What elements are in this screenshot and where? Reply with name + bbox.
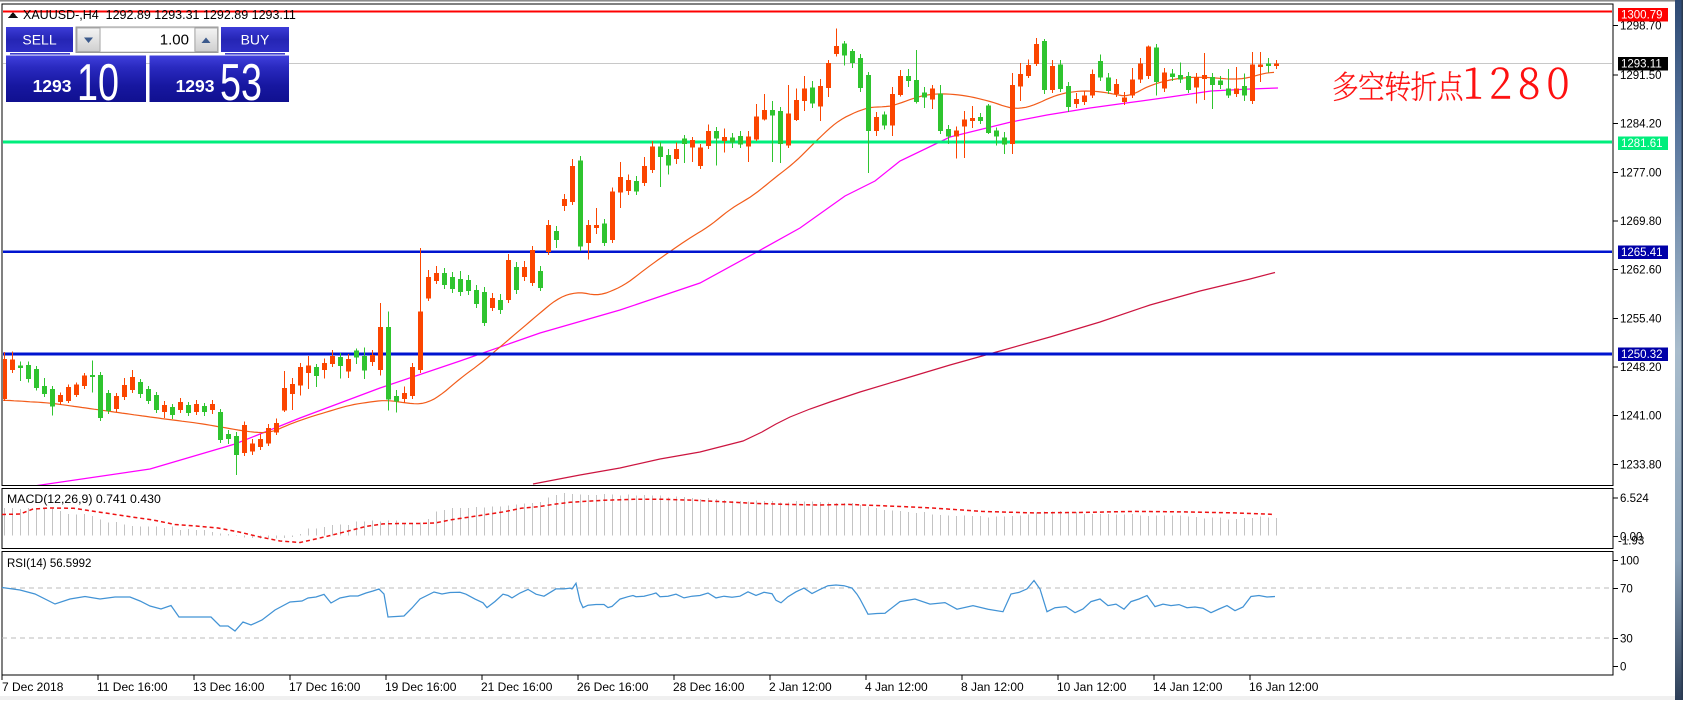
svg-text:1284.20: 1284.20 [1620, 119, 1662, 131]
svg-text:1233.80: 1233.80 [1620, 459, 1662, 471]
svg-text:30: 30 [1620, 633, 1633, 645]
svg-text:17 Dec 16:00: 17 Dec 16:00 [289, 680, 361, 694]
svg-text:14 Jan 12:00: 14 Jan 12:00 [1153, 680, 1223, 694]
svg-text:8 Jan 12:00: 8 Jan 12:00 [961, 680, 1024, 694]
svg-text:-1.93: -1.93 [1618, 536, 1644, 548]
svg-text:10: 10 [77, 54, 119, 112]
svg-text:1.00: 1.00 [160, 32, 189, 49]
svg-text:RSI(14) 56.5992: RSI(14) 56.5992 [7, 558, 91, 570]
svg-text:1277.00: 1277.00 [1620, 167, 1662, 179]
svg-text:1255.40: 1255.40 [1620, 313, 1662, 325]
svg-text:21 Dec 16:00: 21 Dec 16:00 [481, 680, 553, 694]
svg-text:1241.00: 1241.00 [1620, 411, 1662, 423]
svg-text:1262.60: 1262.60 [1620, 265, 1662, 277]
svg-text:4 Jan 12:00: 4 Jan 12:00 [865, 680, 928, 694]
svg-text:0: 0 [1620, 662, 1626, 674]
svg-text:1291.50: 1291.50 [1620, 70, 1662, 82]
svg-text:10 Jan 12:00: 10 Jan 12:00 [1057, 680, 1127, 694]
svg-text:MACD(12,26,9) 0.741 0.430: MACD(12,26,9) 0.741 0.430 [7, 492, 161, 506]
svg-text:1269.80: 1269.80 [1620, 216, 1662, 228]
svg-text:6.524: 6.524 [1620, 493, 1649, 505]
svg-text:1293.11: 1293.11 [1621, 59, 1662, 71]
svg-text:26 Dec 16:00: 26 Dec 16:00 [577, 680, 649, 694]
svg-text:1298.70: 1298.70 [1620, 21, 1662, 33]
svg-text:1293: 1293 [33, 76, 72, 96]
svg-text:1300.79: 1300.79 [1621, 9, 1663, 21]
svg-text:BUY: BUY [241, 32, 270, 48]
svg-text:53: 53 [220, 54, 262, 112]
svg-text:28 Dec 16:00: 28 Dec 16:00 [673, 680, 745, 694]
svg-text:1281.61: 1281.61 [1621, 138, 1663, 150]
svg-text:1293: 1293 [176, 76, 215, 96]
svg-text:13 Dec 16:00: 13 Dec 16:00 [193, 680, 265, 694]
svg-text:1265.41: 1265.41 [1621, 247, 1663, 259]
svg-text:XAUUSD-,H4 1292.89 1293.31 12: XAUUSD-,H4 1292.89 1293.31 1292.89 1293.… [23, 8, 296, 22]
svg-text:7 Dec 2018: 7 Dec 2018 [2, 680, 64, 694]
svg-text:100: 100 [1620, 556, 1639, 568]
svg-text:1250.32: 1250.32 [1621, 349, 1663, 361]
svg-text:1248.20: 1248.20 [1620, 362, 1662, 374]
svg-text:11 Dec 16:00: 11 Dec 16:00 [97, 680, 168, 694]
svg-text:19 Dec 16:00: 19 Dec 16:00 [385, 680, 457, 694]
svg-text:2 Jan 12:00: 2 Jan 12:00 [769, 680, 832, 694]
svg-text:70: 70 [1620, 584, 1633, 596]
svg-text:SELL: SELL [22, 32, 56, 48]
svg-text:16 Jan 12:00: 16 Jan 12:00 [1249, 680, 1319, 694]
